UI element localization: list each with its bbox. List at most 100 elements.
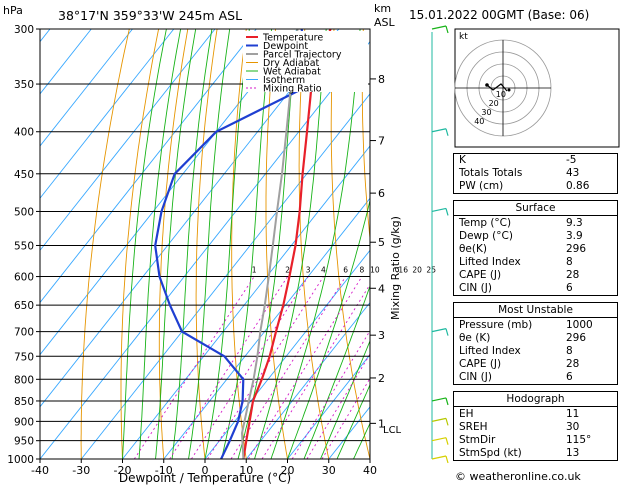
wind-barb-feather — [445, 397, 449, 406]
surface-row: Lifted Index 8 — [454, 256, 617, 269]
pressure-tick-label: 750 — [14, 351, 34, 363]
hodograph-ring-label: 40 — [474, 117, 484, 126]
hodograph-table-label: StmDir — [459, 434, 496, 446]
surface-box: Surface Temp (°C) 9.3 Dewp (°C) 3.9 θe(K) 296… — [453, 200, 618, 296]
pressure-tick-label: 500 — [14, 206, 34, 218]
surface-value: 296 — [566, 243, 587, 255]
most-unstable-header: Most Unstable — [454, 303, 617, 318]
surface-row: CAPE (J) 28 — [454, 269, 617, 282]
surface-value: 8 — [566, 256, 573, 268]
mixing-ratio-value: 8 — [360, 266, 365, 275]
surface-value: 6 — [566, 282, 573, 294]
wind-barb — [431, 455, 447, 460]
isotherm-line — [40, 29, 216, 252]
most-unstable-value: 1000 — [566, 319, 593, 331]
location-title: 38°17'N 359°33'W 245m ASL — [58, 8, 242, 23]
km-tick-label: 8 — [378, 73, 385, 86]
mixing-ratio-value: 10 — [370, 266, 380, 275]
isotherm-line — [204, 249, 370, 459]
pressure-tick-label: 950 — [14, 436, 34, 448]
wet-adiabat-line — [303, 284, 370, 459]
surface-value: 28 — [566, 269, 580, 281]
surface-row: Dewp (°C) 3.9 — [454, 230, 617, 243]
hodograph-table-label: SREH — [459, 421, 488, 433]
hodograph-kt-label: kt — [459, 32, 468, 42]
mixing-ratio-line — [230, 276, 346, 459]
pressure-tick-label: 550 — [14, 240, 34, 252]
temperature-tick-label: -30 — [72, 464, 90, 477]
most-unstable-value: 28 — [566, 358, 580, 370]
index-label: Totals Totals — [459, 167, 523, 179]
series-parcel-trajectory — [240, 29, 299, 459]
index-value: 43 — [566, 167, 580, 179]
hodograph-table-value: 13 — [566, 447, 580, 459]
index-value: -5 — [566, 154, 577, 166]
isotherm-line — [40, 29, 340, 408]
surface-value: 9.3 — [566, 217, 583, 229]
hodograph-table-box: Hodograph EH 11 SREH 30 StmDir 115° StmSpd (kt… — [453, 391, 618, 461]
temperature-tick-label: -10 — [155, 464, 173, 477]
hodograph-table-row: StmSpd (kt) 13 — [454, 447, 617, 460]
pressure-tick-label: 800 — [14, 374, 34, 386]
mixing-ratio-value: 3 — [306, 266, 311, 275]
wind-barbs — [431, 25, 449, 464]
wet-adiabat-line — [336, 383, 370, 459]
wind-barb — [431, 25, 447, 30]
most-unstable-label: Pressure (mb) — [459, 319, 533, 331]
temperature-tick-label: 0 — [202, 464, 209, 477]
pressure-axis-labels: 300 350 400 450 500 550 600 650 700 750 800 850 900 9… — [7, 24, 34, 466]
km-label: km — [374, 2, 391, 15]
pressure-tick-label: 350 — [14, 79, 34, 91]
series-temperature — [242, 29, 332, 459]
profile-lines — [154, 29, 332, 459]
surface-label: θe(K) — [459, 243, 487, 255]
isotherm-line — [40, 40, 370, 459]
temperature-tick-label: -20 — [114, 464, 132, 477]
mixing-ratio-value: 20 — [412, 266, 422, 275]
km-tick-label: 3 — [378, 329, 385, 342]
wind-barb — [431, 128, 447, 133]
wind-barb — [431, 397, 447, 402]
copyright-footer: © weatheronline.co.uk — [455, 470, 581, 483]
wet-adiabat-line — [320, 339, 370, 459]
legend-entry: Isotherm — [263, 75, 305, 86]
legend-entry: Wet Adiabat — [263, 67, 321, 78]
index-label: K — [459, 154, 466, 166]
pressure-tick-label: 700 — [14, 327, 34, 339]
wind-barb-feather — [445, 455, 449, 464]
mixing-ratio-value: 25 — [426, 266, 436, 275]
pressure-tick-label: 850 — [14, 396, 34, 408]
index-row: Totals Totals 43 — [454, 167, 617, 180]
index-value: 0.86 — [566, 180, 590, 192]
most-unstable-row: θe (K) 296 — [454, 332, 617, 345]
temperature-axis-labels: -40 -30 -20 -10 0 10 20 30 40 — [31, 459, 377, 477]
surface-label: CIN (J) — [459, 282, 492, 294]
series-dewpoint — [154, 29, 313, 459]
index-row: K -5 — [454, 154, 617, 167]
most-unstable-row: Lifted Index 8 — [454, 345, 617, 358]
most-unstable-value: 6 — [566, 371, 573, 383]
mixing-ratio-value: 6 — [343, 266, 348, 275]
hodograph-table-row: StmDir 115° — [454, 434, 617, 447]
mixing-ratio-line — [191, 276, 309, 459]
isotherm-line — [40, 29, 175, 199]
dry-adiabat-line — [361, 29, 370, 243]
km-tick-label: 4 — [378, 282, 385, 295]
most-unstable-row: CAPE (J) 28 — [454, 358, 617, 371]
hodograph-trace — [486, 83, 508, 92]
hodograph-point — [485, 83, 489, 87]
pressure-tick-label: 400 — [14, 127, 34, 139]
isotherm-line — [80, 93, 370, 459]
most-unstable-row: Pressure (mb) 1000 — [454, 319, 617, 332]
most-unstable-value: 296 — [566, 332, 587, 344]
surface-row: θe(K) 296 — [454, 243, 617, 256]
hodograph-table-label: StmSpd (kt) — [459, 447, 522, 459]
km-tick-label: 5 — [378, 236, 385, 249]
wind-barb-feather — [445, 437, 449, 445]
surface-row: Temp (°C) 9.3 — [454, 217, 617, 230]
index-row: PW (cm) 0.86 — [454, 180, 617, 193]
most-unstable-label: θe (K) — [459, 332, 491, 344]
x-axis-title: Dewpoint / Temperature (°C) — [119, 471, 291, 485]
